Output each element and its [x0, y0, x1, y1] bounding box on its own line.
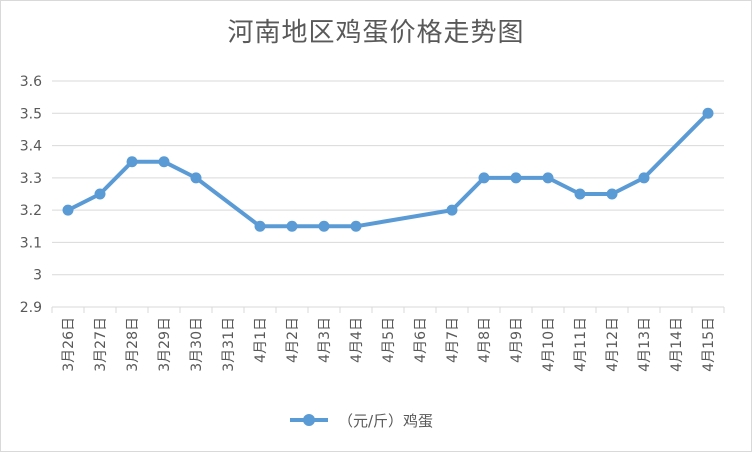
- x-tick-label: 4月3日: [317, 317, 333, 363]
- x-tick-label: 4月7日: [445, 317, 461, 363]
- gridlines: [52, 80, 724, 308]
- x-tick-label: 4月5日: [381, 317, 397, 363]
- legend: （元/斤）鸡蛋: [290, 412, 433, 430]
- x-axis: 3月26日 3月27日 3月28日 3月29日 3月30日 3月31日 4月1日 4月2日 4月…: [51, 307, 725, 372]
- data-point: [190, 172, 202, 184]
- x-tick-label: 4月8日: [477, 317, 493, 363]
- data-point: [126, 156, 138, 168]
- data-point: [702, 107, 714, 119]
- data-point: [62, 204, 74, 216]
- y-tick-label: 3.4: [20, 139, 42, 155]
- y-tick-label: 3: [33, 268, 42, 284]
- x-tick-label: 4月12日: [605, 317, 621, 372]
- x-tick-label: 4月1日: [253, 317, 269, 363]
- data-point: [542, 172, 554, 184]
- data-point: [510, 172, 522, 184]
- data-point: [606, 188, 618, 200]
- data-point: [254, 220, 266, 232]
- x-tick-label: 4月6日: [413, 317, 429, 363]
- data-point: [574, 188, 586, 200]
- y-axis-ticks: 2.9 3 3.1 3.2 3.3 3.4 3.5 3.6: [20, 74, 42, 316]
- data-point: [318, 220, 330, 232]
- y-tick-label: 2.9: [20, 300, 42, 316]
- legend-point-marker: [303, 414, 315, 426]
- y-tick-label: 3.6: [20, 74, 42, 90]
- y-tick-label: 3.1: [20, 235, 42, 251]
- x-tick-label: 3月31日: [221, 317, 237, 372]
- y-tick-label: 3.5: [20, 106, 42, 122]
- x-tick-label: 3月26日: [61, 317, 77, 372]
- data-point: [158, 156, 170, 168]
- x-tick-label: 3月28日: [125, 317, 141, 372]
- x-tick-label: 4月14日: [669, 317, 685, 372]
- data-point: [350, 220, 362, 232]
- x-tick-label: 3月27日: [93, 317, 109, 372]
- series-group: [62, 107, 714, 232]
- x-tick-label: 4月10日: [541, 317, 557, 372]
- series-line: [67, 111, 710, 229]
- x-tick-label: 3月29日: [157, 317, 173, 372]
- x-tick-label: 4月9日: [509, 317, 525, 363]
- x-tick-label: 3月30日: [189, 317, 205, 372]
- y-tick-label: 3.3: [20, 171, 42, 187]
- chart-title: 河南地区鸡蛋价格走势图: [227, 18, 525, 48]
- x-tick-label: 4月4日: [349, 317, 365, 363]
- y-tick-label: 3.2: [20, 203, 42, 219]
- x-tick-label: 4月2日: [285, 317, 301, 363]
- data-point: [638, 172, 650, 184]
- x-tick-label: 4月15日: [701, 317, 717, 372]
- x-tick-label: 4月11日: [573, 317, 589, 372]
- data-point: [478, 172, 490, 184]
- data-point: [94, 188, 106, 200]
- data-point: [286, 220, 298, 232]
- data-point: [446, 204, 458, 216]
- legend-label: （元/斤）鸡蛋: [338, 412, 433, 430]
- x-tick-label: 4月13日: [637, 317, 653, 372]
